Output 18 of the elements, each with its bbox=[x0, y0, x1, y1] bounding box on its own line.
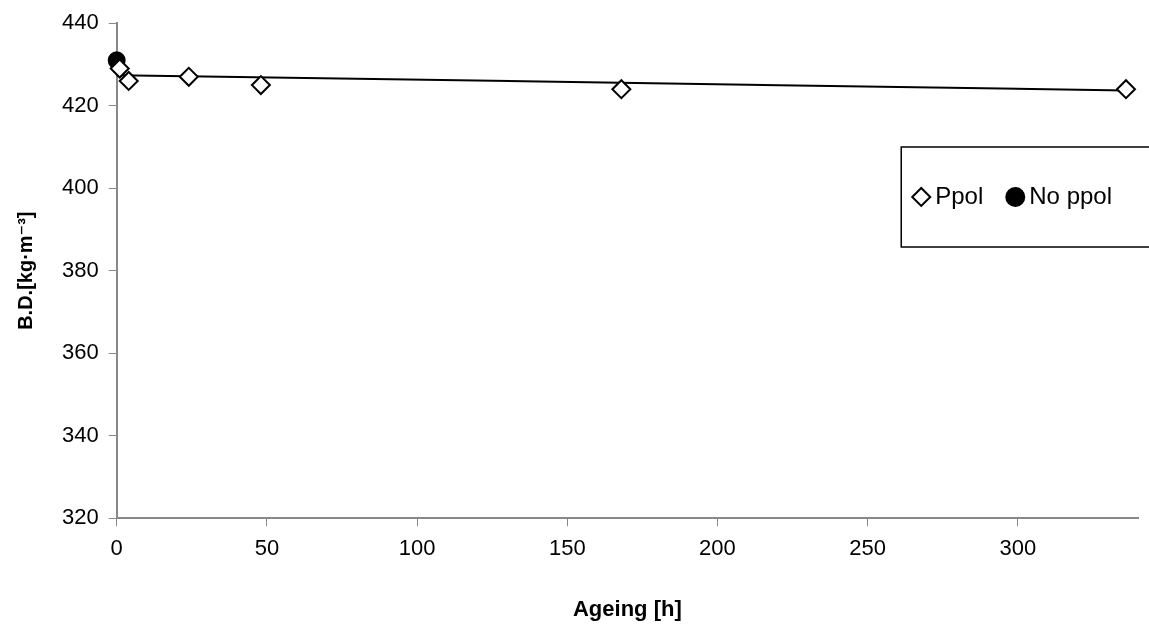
x-tick-label: 200 bbox=[699, 535, 736, 561]
y-axis-title: B.D.[kg·m⁻³] bbox=[13, 211, 36, 330]
y-tick-label: 340 bbox=[61, 421, 99, 447]
y-tick-label: 320 bbox=[61, 504, 99, 530]
legend-label: No ppol bbox=[1029, 181, 1113, 209]
legend-label: Ppol bbox=[935, 181, 984, 209]
y-tick-label: 440 bbox=[61, 9, 99, 35]
x-tick-label: 50 bbox=[254, 535, 280, 561]
y-tick-label: 400 bbox=[61, 174, 99, 200]
x-tick-label: 300 bbox=[999, 535, 1037, 561]
y-tick-label: 420 bbox=[61, 91, 99, 117]
x-tick-label: 150 bbox=[548, 535, 586, 561]
x-tick-label: 0 bbox=[110, 535, 123, 561]
x-tick-label: 250 bbox=[849, 535, 887, 561]
y-tick-label: 380 bbox=[61, 256, 99, 282]
y-tick-label: 360 bbox=[61, 339, 99, 365]
x-tick-label: 100 bbox=[398, 535, 436, 561]
x-axis-title: Ageing [h] bbox=[572, 595, 682, 621]
